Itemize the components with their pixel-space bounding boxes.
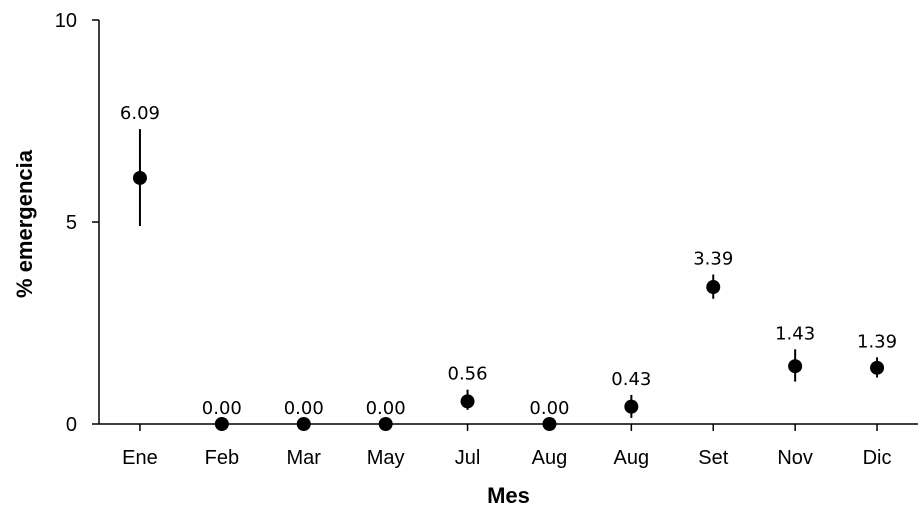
data-marks: 6.09 0.00 0.00 0.00 0.56 0.00 0.43 3.39 1.43 1.39	[120, 103, 897, 431]
data-label: 0.43	[611, 369, 651, 390]
data-label: 3.39	[693, 249, 733, 270]
data-point	[378, 417, 393, 431]
x-tick-label: Aug	[532, 447, 568, 469]
x-ticks: Ene Feb Mar May Jul Aug Aug Set Nov Dic	[122, 424, 891, 469]
x-tick-label: Feb	[205, 447, 239, 469]
x-tick-label: Jul	[455, 447, 481, 469]
data-point	[870, 360, 885, 375]
data-label: 0.00	[202, 398, 242, 419]
x-tick-label: Set	[698, 447, 728, 469]
x-axis-title: Mes	[487, 483, 530, 508]
data-label: 1.43	[775, 323, 815, 344]
data-point	[296, 417, 311, 431]
data-label: 0.56	[448, 364, 488, 385]
x-tick-label: Aug	[614, 447, 650, 469]
data-label: 6.09	[120, 103, 160, 124]
y-tick-label: 10	[55, 10, 77, 32]
x-tick-label: Dic	[863, 447, 892, 469]
data-label: 0.00	[366, 398, 406, 419]
data-label: 0.00	[529, 398, 569, 419]
data-point	[460, 394, 475, 409]
x-tick-label: May	[367, 447, 405, 469]
data-point	[788, 359, 803, 374]
data-point	[624, 399, 639, 414]
y-axis-title: % emergencia	[12, 149, 37, 298]
data-point	[542, 417, 557, 431]
x-tick-label: Nov	[777, 447, 813, 469]
y-ticks: 0 5 10	[55, 10, 99, 436]
data-label: 1.39	[857, 331, 897, 352]
data-point	[132, 170, 147, 185]
x-tick-label: Ene	[122, 447, 158, 469]
y-tick-label: 5	[66, 212, 77, 234]
data-point	[214, 417, 229, 431]
x-tick-label: Mar	[287, 447, 322, 469]
data-label: 0.00	[284, 398, 324, 419]
y-tick-label: 0	[66, 414, 77, 436]
data-point	[706, 280, 721, 295]
